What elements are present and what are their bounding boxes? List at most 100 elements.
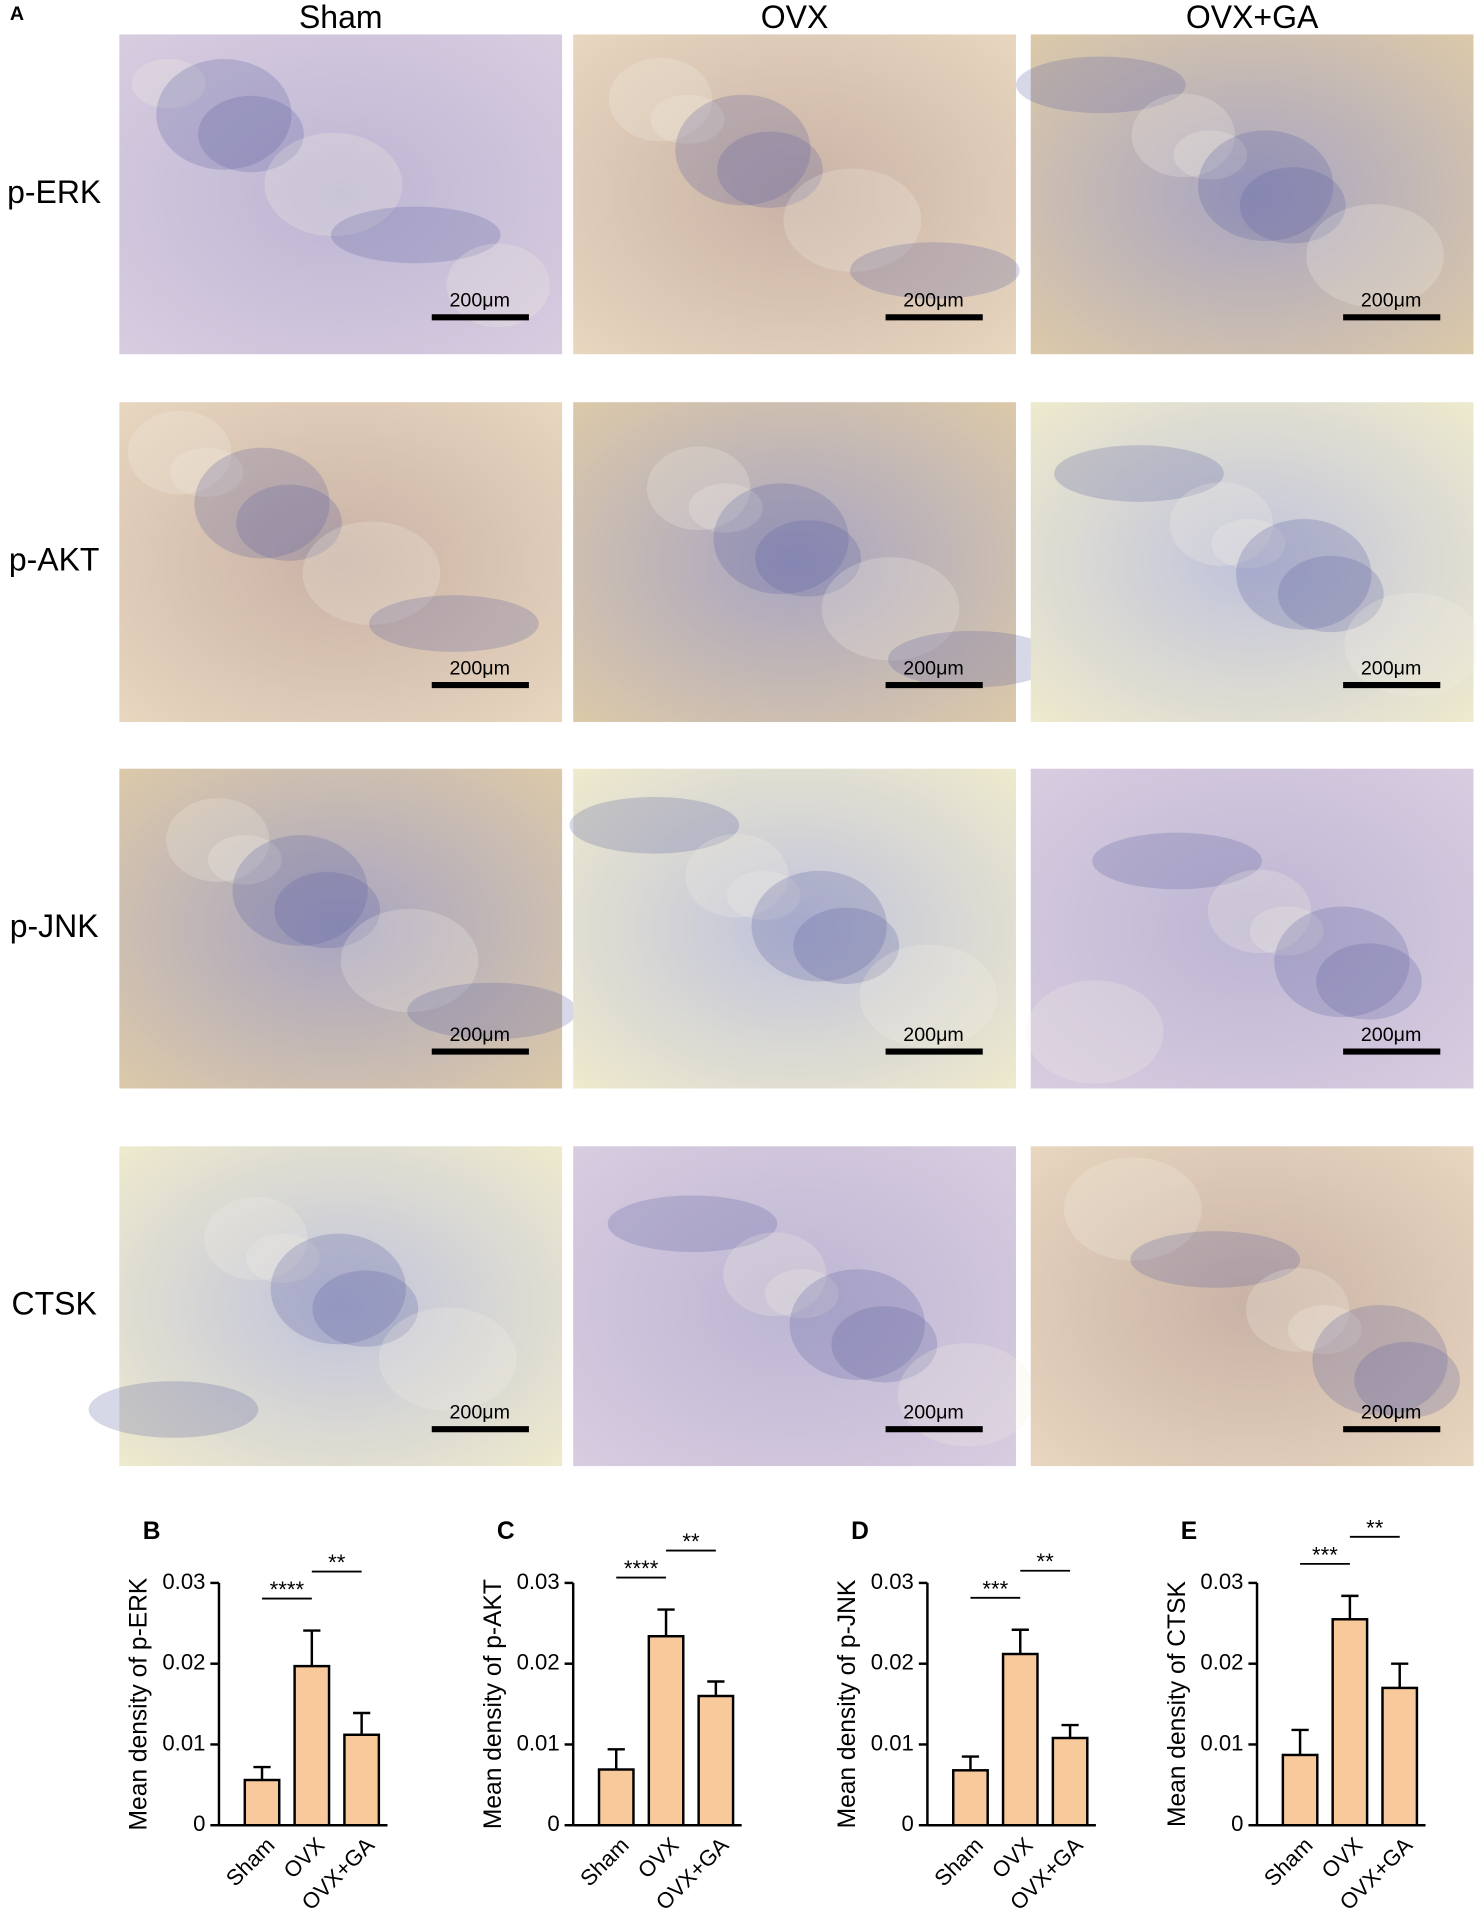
micrograph-texture bbox=[723, 1232, 827, 1317]
micrograph-texture bbox=[1312, 1304, 1448, 1416]
micrograph-texture bbox=[1236, 519, 1372, 630]
micrograph bbox=[573, 768, 1016, 1089]
micrograph-texture bbox=[1207, 869, 1312, 954]
x-tick-label: Sham bbox=[221, 1832, 280, 1891]
panel-label: D bbox=[851, 1518, 869, 1545]
y-axis-label: Mean density of p-AKT bbox=[480, 1579, 507, 1829]
scale-bar-label: 200μm bbox=[1361, 290, 1422, 312]
micrograph-texture bbox=[156, 59, 292, 170]
micrograph-texture bbox=[340, 908, 479, 1013]
scale-bar-label: 200μm bbox=[449, 1024, 510, 1046]
micrograph-texture bbox=[270, 1233, 406, 1345]
bar bbox=[647, 1635, 685, 1827]
micrograph-texture bbox=[198, 95, 304, 173]
micrograph-texture bbox=[1092, 832, 1262, 890]
micrograph-texture bbox=[1274, 906, 1410, 1018]
scale-bar-label: 200μm bbox=[903, 657, 963, 679]
micrograph-texture bbox=[378, 1307, 517, 1411]
micrograph-texture bbox=[1211, 519, 1286, 569]
micrograph-texture bbox=[446, 243, 550, 328]
micrograph bbox=[573, 34, 1016, 355]
micrograph bbox=[119, 34, 563, 355]
micrograph-texture bbox=[407, 982, 577, 1040]
micrograph bbox=[1030, 1146, 1474, 1467]
micrograph-texture bbox=[1169, 482, 1274, 566]
column-label: OVX+GA bbox=[1186, 0, 1319, 35]
micrograph-texture bbox=[650, 94, 725, 144]
micrograph-texture bbox=[131, 59, 206, 109]
micrograph-texture bbox=[207, 835, 282, 885]
y-tick-label: 0.03 bbox=[1200, 1569, 1243, 1594]
bar bbox=[952, 1769, 989, 1827]
micrograph-texture bbox=[1015, 56, 1186, 114]
y-tick-label: 0 bbox=[902, 1811, 914, 1836]
micrograph-texture bbox=[312, 1270, 419, 1347]
scale-bar-label: 200μm bbox=[1361, 1024, 1422, 1046]
y-tick-label: 0.03 bbox=[517, 1569, 560, 1594]
micrograph-texture bbox=[204, 1196, 308, 1281]
micrograph-texture bbox=[169, 447, 244, 497]
x-tick-label: Sham bbox=[1259, 1832, 1318, 1891]
y-tick-label: 0.02 bbox=[162, 1650, 205, 1675]
micrograph-texture bbox=[194, 447, 330, 559]
bar bbox=[293, 1664, 331, 1827]
micrograph-texture bbox=[685, 833, 789, 918]
micrograph-texture bbox=[1063, 1157, 1202, 1261]
x-tick-label: Sham bbox=[929, 1832, 988, 1891]
micrograph-texture bbox=[1025, 980, 1164, 1084]
significance-label: *** bbox=[982, 1576, 1008, 1601]
scale-bar-label: 200μm bbox=[1361, 657, 1422, 679]
scale-bar-label: 200μm bbox=[449, 1401, 510, 1423]
micrograph-texture bbox=[726, 870, 801, 920]
row-label: p-AKT bbox=[9, 542, 100, 578]
micrograph-texture bbox=[717, 131, 823, 208]
micrograph-texture bbox=[274, 872, 381, 949]
y-tick-label: 0.02 bbox=[871, 1650, 914, 1675]
panel-label: C bbox=[497, 1518, 515, 1545]
x-tick-label: Sham bbox=[575, 1832, 634, 1891]
y-tick-label: 0.01 bbox=[162, 1730, 205, 1755]
micrograph-texture bbox=[330, 206, 501, 264]
scale-bar-label: 200μm bbox=[903, 1401, 963, 1423]
micrograph-texture bbox=[302, 521, 441, 625]
micrograph-texture bbox=[166, 798, 270, 882]
micrograph-texture bbox=[859, 944, 998, 1048]
micrograph-texture bbox=[713, 483, 849, 595]
micrograph-texture bbox=[897, 1343, 1036, 1447]
bar bbox=[697, 1694, 735, 1827]
bar bbox=[1331, 1618, 1369, 1827]
micrograph-texture bbox=[569, 796, 740, 854]
y-tick-label: 0 bbox=[193, 1811, 205, 1836]
bar bbox=[1281, 1753, 1319, 1827]
column-label: OVX bbox=[761, 0, 829, 35]
micrograph-texture bbox=[831, 1306, 938, 1383]
micrograph-texture bbox=[751, 870, 887, 982]
micrograph-texture bbox=[1316, 943, 1422, 1020]
micrograph bbox=[1030, 402, 1474, 722]
micrograph-texture bbox=[1344, 592, 1476, 697]
micrograph-texture bbox=[675, 94, 811, 206]
micrograph-texture bbox=[1197, 130, 1334, 242]
scale-bar-label: 200μm bbox=[903, 1024, 963, 1046]
micrograph-texture bbox=[1287, 1304, 1362, 1355]
micrograph-texture bbox=[821, 557, 960, 661]
significance-label: *** bbox=[1312, 1542, 1338, 1567]
row-label: CTSK bbox=[12, 1286, 97, 1322]
micrograph bbox=[119, 768, 563, 1089]
micrograph-texture bbox=[888, 630, 1058, 688]
significance-label: ** bbox=[1366, 1515, 1384, 1540]
micrograph-texture bbox=[127, 410, 232, 495]
micrograph-texture bbox=[1306, 204, 1444, 308]
significance-label: ** bbox=[328, 1550, 346, 1575]
scale-bar-label: 200μm bbox=[1361, 1401, 1422, 1423]
panel-label: E bbox=[1181, 1518, 1197, 1545]
micrograph-texture bbox=[232, 835, 368, 946]
micrograph-texture bbox=[246, 1233, 320, 1283]
significance-label: ** bbox=[1037, 1549, 1055, 1574]
micrograph-texture bbox=[688, 483, 763, 533]
micrograph bbox=[573, 1146, 1016, 1467]
y-tick-label: 0.01 bbox=[871, 1730, 914, 1755]
micrograph bbox=[1030, 34, 1474, 355]
significance-label: **** bbox=[624, 1556, 659, 1581]
